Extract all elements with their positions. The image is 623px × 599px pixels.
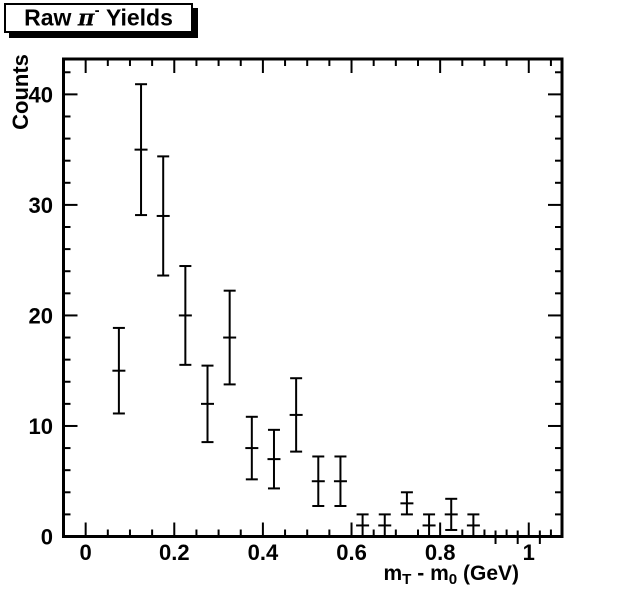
data-point-error-bar bbox=[223, 289, 237, 386]
data-point-error-bar bbox=[112, 326, 126, 415]
y-tick-label: 30 bbox=[29, 193, 53, 218]
data-point-error-bar bbox=[333, 455, 347, 507]
x-title-sub-0: 0 bbox=[448, 571, 458, 589]
x-title-sub-T: T bbox=[402, 571, 412, 589]
data-point-error-bar bbox=[311, 455, 325, 507]
x-tick-label: 0.2 bbox=[159, 540, 190, 565]
y-tick-label: 40 bbox=[29, 82, 53, 107]
x-tick-label: 0.6 bbox=[336, 540, 367, 565]
title-prefix: Raw bbox=[24, 4, 78, 31]
x-tick-label: 0.4 bbox=[248, 540, 279, 565]
y-axis-tick-labels: 0 10 20 30 40 bbox=[29, 82, 53, 549]
x-tick-label: 1 bbox=[523, 540, 535, 565]
y-axis-title: Counts bbox=[8, 54, 33, 130]
data-point-error-bar bbox=[134, 83, 148, 217]
x-tick-label: 0.8 bbox=[425, 540, 456, 565]
data-point-error-bar bbox=[356, 513, 370, 537]
plot-frame bbox=[62, 57, 564, 538]
data-point-error-bar bbox=[245, 415, 259, 481]
x-title-mid: - m bbox=[411, 562, 449, 585]
x-tick-label: 0 bbox=[80, 540, 92, 565]
title-superscript-minus: - bbox=[94, 1, 100, 19]
data-point-error-bar bbox=[178, 265, 192, 366]
y-tick-label: 20 bbox=[29, 303, 53, 328]
pi-symbol: π bbox=[77, 4, 95, 32]
data-point-error-bar bbox=[289, 377, 303, 453]
data-point-error-bar bbox=[378, 513, 392, 537]
data-point-error-bar bbox=[156, 155, 170, 277]
x-axis-title: mT - m0 (GeV) bbox=[383, 562, 519, 589]
y-tick-label: 10 bbox=[29, 414, 53, 439]
y-tick-label: 0 bbox=[41, 525, 53, 550]
data-point-error-bar bbox=[466, 513, 480, 537]
data-point-error-bar bbox=[400, 491, 414, 516]
data-point-error-bar bbox=[201, 364, 215, 444]
x-axis-tick-labels: 0 0.2 0.4 0.6 0.8 1 bbox=[80, 540, 535, 565]
histogram-title-text: Raw π- Yields bbox=[24, 1, 173, 32]
zero-value-marks bbox=[494, 530, 541, 544]
data-point-error-bar bbox=[267, 428, 281, 490]
data-series bbox=[112, 83, 480, 537]
x-title-m: m bbox=[383, 562, 403, 585]
axis-ticks bbox=[63, 59, 562, 538]
data-point-error-bar bbox=[422, 513, 436, 537]
title-suffix: Yields bbox=[99, 4, 173, 31]
x-title-end: (GeV) bbox=[457, 562, 519, 585]
histogram-title-box: Raw π- Yields bbox=[4, 1, 193, 33]
data-point-error-bar bbox=[444, 497, 458, 531]
